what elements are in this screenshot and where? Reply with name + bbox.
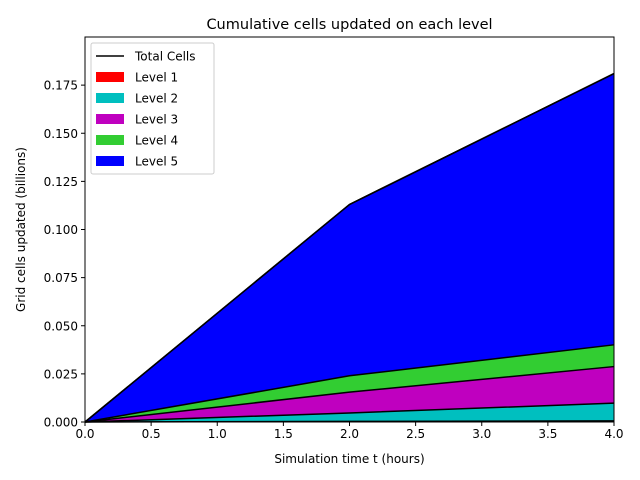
boundary-level-4 <box>84 344 615 423</box>
x-tick-label: 3.5 <box>538 427 557 441</box>
y-tick-label: 0.175 <box>44 79 78 93</box>
x-tick-label: 2.0 <box>340 427 359 441</box>
y-tick-label: 0.000 <box>44 416 78 430</box>
x-axis-label: Simulation time t (hours) <box>274 452 424 466</box>
legend-level-4-swatch <box>96 135 124 145</box>
y-tick-label: 0.050 <box>44 319 78 333</box>
legend-level-5-label: Level 5 <box>135 155 178 169</box>
y-tick-label: 0.100 <box>44 223 78 237</box>
x-tick-label: 0.5 <box>142 427 161 441</box>
area-level-5 <box>85 73 614 422</box>
legend-total-cells-label: Total Cells <box>134 50 196 64</box>
boundary-level-3 <box>84 365 615 423</box>
x-tick-label: 4.0 <box>604 427 623 441</box>
legend-level-3-label: Level 3 <box>135 113 178 127</box>
legend-level-2-label: Level 2 <box>135 92 178 106</box>
y-axis-ticks: 0.000 0.025 0.050 0.075 0.100 0.125 0.150 0.175 <box>44 79 85 430</box>
legend: Total Cells Level 1 Level 2 Level 3 Level 4 L… <box>90 42 215 175</box>
y-axis-label: Grid cells updated (billions) <box>14 147 28 312</box>
boundary-level-2 <box>84 402 615 423</box>
x-tick-label: 0.0 <box>75 427 94 441</box>
x-tick-label: 3.0 <box>472 427 491 441</box>
x-tick-label: 2.5 <box>406 427 425 441</box>
legend-level-1-swatch <box>96 72 124 82</box>
stacked-areas <box>85 73 614 422</box>
legend-level-5-swatch <box>96 156 124 166</box>
y-tick-label: 0.150 <box>44 127 78 141</box>
legend-level-2-swatch <box>96 93 124 103</box>
total-cells-line <box>84 72 615 423</box>
chart-title: Cumulative cells updated on each level <box>206 17 492 33</box>
area-level-4 <box>85 344 614 422</box>
y-tick-label: 0.025 <box>44 367 78 381</box>
legend-level-1-label: Level 1 <box>135 71 178 85</box>
area-level-2 <box>85 403 614 422</box>
area-level-3 <box>85 366 614 422</box>
x-tick-label: 1.0 <box>208 427 227 441</box>
x-tick-label: 1.5 <box>274 427 293 441</box>
y-tick-label: 0.075 <box>44 271 78 285</box>
legend-level-4-label: Level 4 <box>135 134 178 148</box>
legend-level-3-swatch <box>96 114 124 124</box>
y-tick-label: 0.125 <box>44 175 78 189</box>
x-axis-ticks: 0.0 0.5 1.0 1.5 2.0 2.5 3.0 3.5 4.0 <box>75 422 624 441</box>
